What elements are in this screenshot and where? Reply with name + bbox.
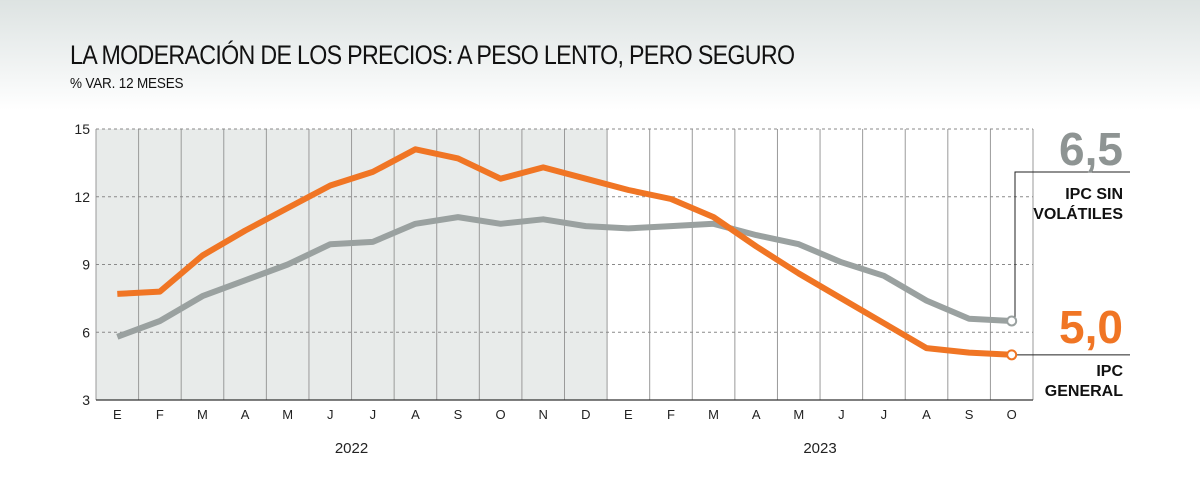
x-tick-label: A <box>241 407 250 422</box>
x-tick-label: J <box>838 407 845 422</box>
x-tick-label: S <box>454 407 463 422</box>
last-value-general: 5,0 <box>1059 301 1123 353</box>
x-tick-label: J <box>881 407 888 422</box>
x-tick-label: D <box>581 407 590 422</box>
y-tick-label: 9 <box>82 257 90 273</box>
x-tick-label: O <box>496 407 506 422</box>
x-tick-label: A <box>752 407 761 422</box>
end-marker-sin_volatiles <box>1006 315 1018 327</box>
series-label-general: IPC <box>1096 363 1123 380</box>
end-marker-general <box>1006 349 1018 361</box>
x-tick-label: F <box>156 407 164 422</box>
series-line-sin_volatiles <box>116 214 1012 340</box>
y-tick-label: 3 <box>82 392 90 408</box>
axes-layer: 3 6 9 12 15 E F M A M J J A S O N D E F M A M J J A S O 2022 2023 <box>74 121 1033 457</box>
series-label-sin_volatiles: VOLÁTILES <box>1033 204 1123 223</box>
x-tick-label: M <box>197 407 208 422</box>
year-label: 2023 <box>803 440 836 457</box>
last-value-sin_volatiles: 6,5 <box>1059 123 1123 175</box>
series-label-sin_volatiles: IPC SIN <box>1065 186 1123 203</box>
x-tick-label: N <box>539 407 548 422</box>
x-tick-label: J <box>370 407 377 422</box>
year-label: 2022 <box>335 440 368 457</box>
x-tick-label: M <box>708 407 719 422</box>
header-band <box>0 0 1200 110</box>
chart-subtitle: % VAR. 12 MESES <box>70 75 184 92</box>
y-tick-label: 15 <box>74 121 90 137</box>
x-tick-label: E <box>624 407 633 422</box>
x-tick-label: J <box>327 407 334 422</box>
series-line-general <box>117 146 1012 358</box>
grid-layer <box>95 128 1034 400</box>
x-tick-label: F <box>667 407 675 422</box>
x-tick-label: E <box>113 407 122 422</box>
chart-title: LA MODERACIÓN DE LOS PRECIOS: A PESO LEN… <box>70 40 795 70</box>
x-tick-label: S <box>965 407 974 422</box>
y-tick-label: 12 <box>74 189 90 205</box>
x-tick-label: M <box>793 407 804 422</box>
x-tick-label: A <box>922 407 931 422</box>
y-tick-label: 6 <box>82 324 90 340</box>
series-label-general: GENERAL <box>1045 383 1123 400</box>
x-tick-label: O <box>1007 407 1017 422</box>
x-tick-label: M <box>282 407 293 422</box>
series-layer <box>116 146 1012 358</box>
x-tick-label: A <box>411 407 420 422</box>
